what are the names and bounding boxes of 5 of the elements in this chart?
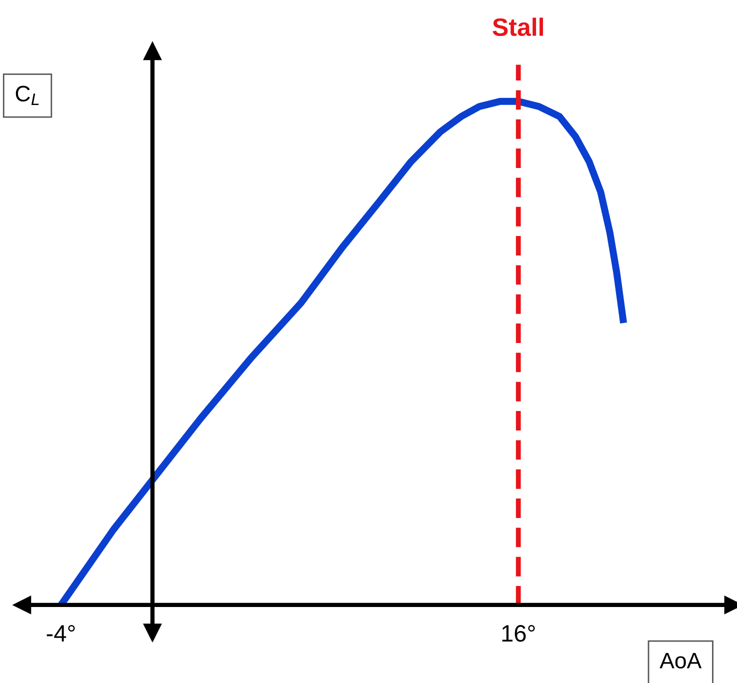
y-axis-title: C$_{L}$ <box>16 86 39 105</box>
ref-line-label: Stall <box>492 18 543 36</box>
x-tick-label: 16° <box>502 625 535 642</box>
x-tick-label: -4° <box>46 625 75 642</box>
x-axis-title: AoA <box>660 652 702 668</box>
